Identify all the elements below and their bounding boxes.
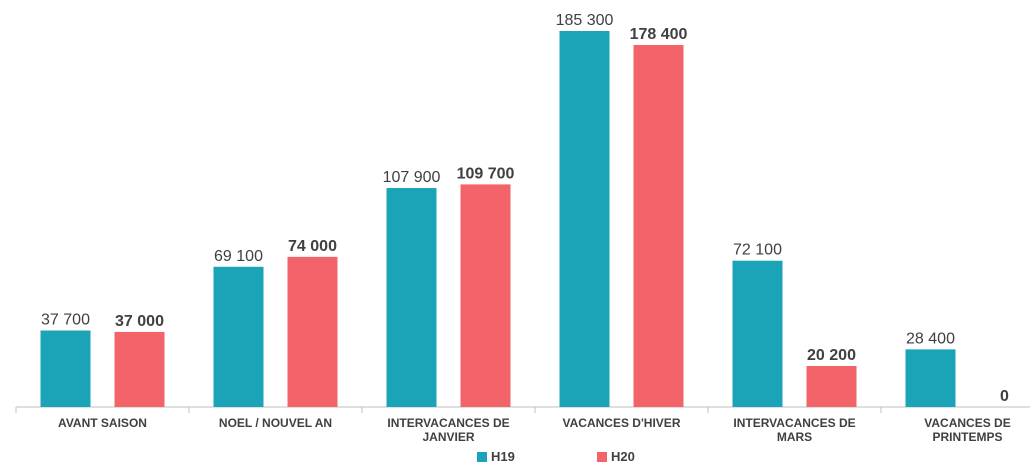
bar <box>732 260 783 407</box>
bar <box>40 330 91 407</box>
value-label: 74 000 <box>288 238 337 255</box>
x-tick-label: VACANCES DE PRINTEMPS <box>924 416 1011 444</box>
bar <box>633 45 684 408</box>
x-tick-label: NOEL / NOUVEL AN <box>218 416 333 430</box>
bar <box>806 366 857 407</box>
bar <box>386 188 437 407</box>
bar <box>905 349 956 407</box>
legend-label: H19 <box>491 449 515 464</box>
value-label: 107 900 <box>383 169 441 186</box>
bar <box>114 331 165 407</box>
bar <box>559 31 610 407</box>
x-tick-label: INTERVACANCES DE MARS <box>733 416 856 444</box>
value-label: 37 700 <box>41 312 90 329</box>
value-label: 178 400 <box>630 26 688 43</box>
value-label: 109 700 <box>457 165 515 182</box>
value-label: 0 <box>1000 388 1009 405</box>
value-label: 28 400 <box>906 330 955 347</box>
bar <box>460 184 511 407</box>
x-tick-label: VACANCES D'HIVER <box>562 416 681 430</box>
value-label: 20 200 <box>807 347 856 364</box>
value-label: 72 100 <box>733 242 782 259</box>
x-tick-label: INTERVACANCES DE JANVIER <box>387 416 510 444</box>
value-label: 69 100 <box>214 248 263 265</box>
legend-item: H19 <box>477 449 515 464</box>
value-label: 185 300 <box>556 12 614 29</box>
bar <box>287 256 338 407</box>
legend-item: H20 <box>597 449 635 464</box>
value-label: 37 000 <box>115 313 164 330</box>
x-tick-label: AVANT SAISON <box>58 416 147 430</box>
legend-swatch <box>597 451 607 462</box>
bar <box>213 266 264 407</box>
legend-label: H20 <box>611 449 635 464</box>
legend-swatch <box>477 451 487 462</box>
